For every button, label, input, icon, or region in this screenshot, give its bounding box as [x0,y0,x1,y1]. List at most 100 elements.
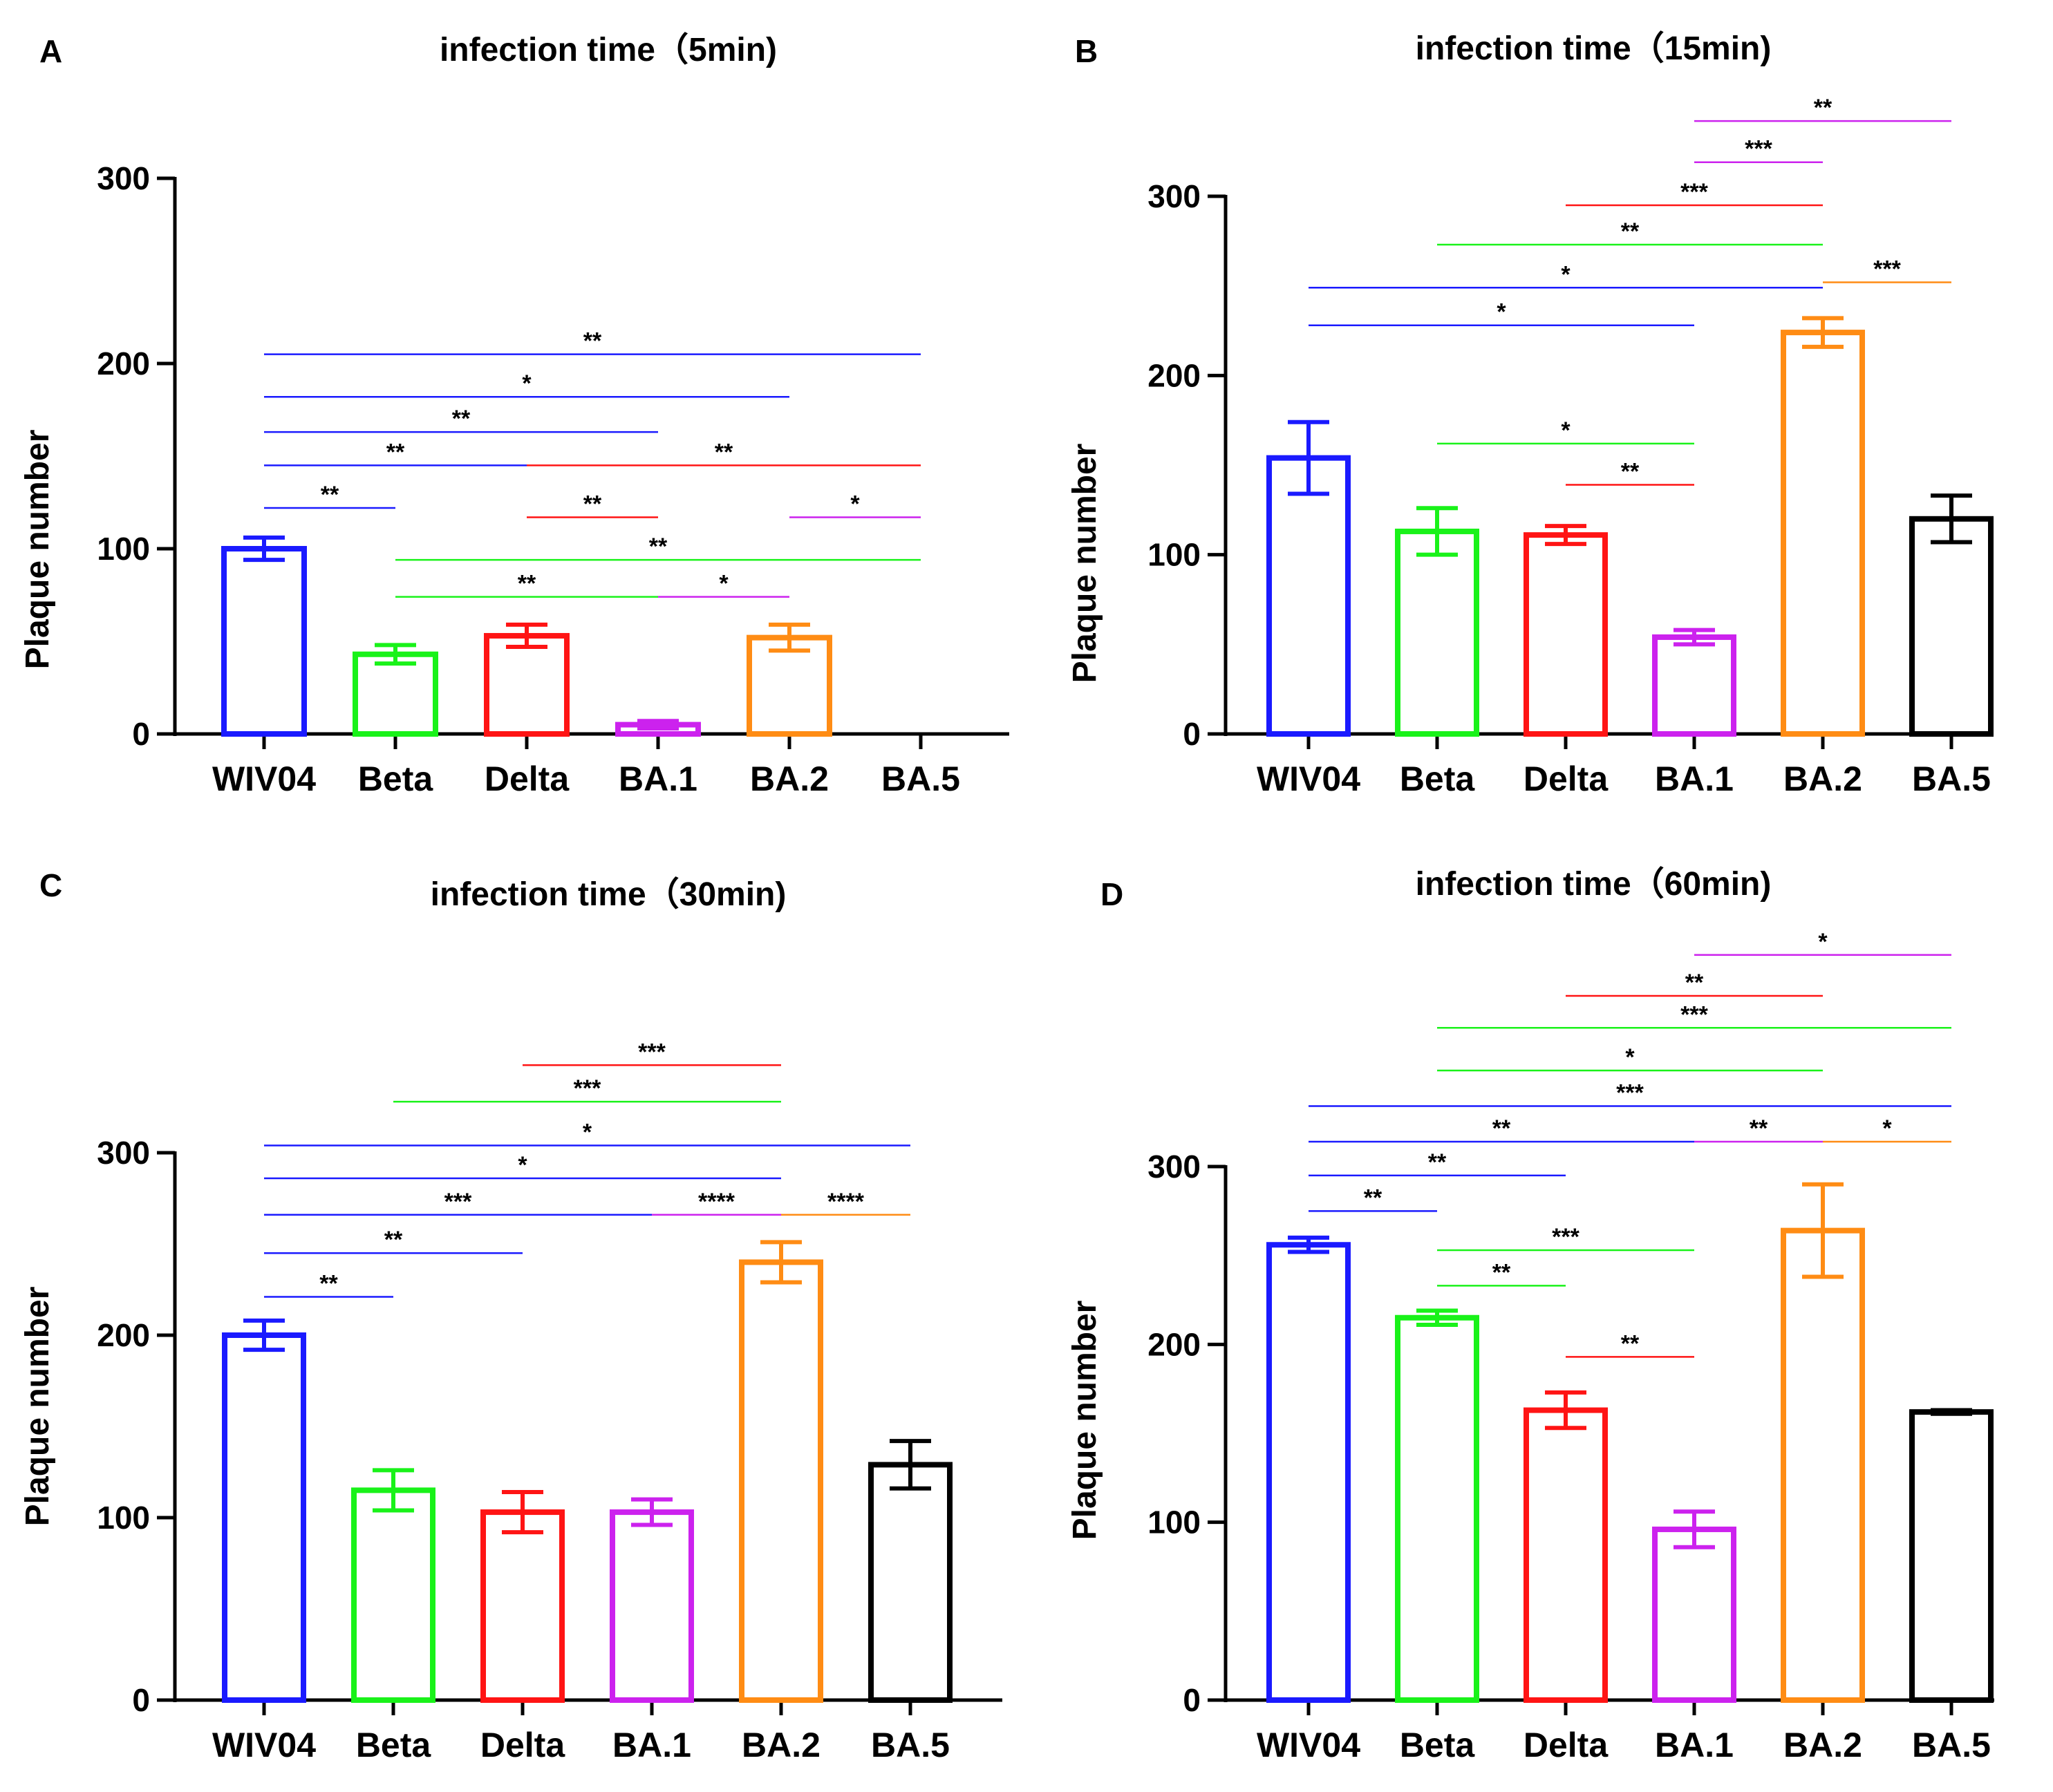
x-tick-label: WIV04 [212,1726,316,1764]
y-tick-label: 300 [97,1135,150,1171]
y-tick-label: 0 [1183,716,1201,752]
significance-label: ** [583,328,602,355]
panel-letter: D [1100,876,1123,912]
significance-label: ** [1685,970,1704,996]
y-tick-label: 300 [97,160,150,196]
bar-wiv04 [1266,455,1351,737]
x-tick-label: BA.5 [1912,760,1991,798]
significance-label: *** [638,1039,666,1065]
significance-label: ** [1621,459,1640,485]
significance-label: * [1497,299,1506,326]
significance-label: *** [1552,1224,1579,1250]
x-tick-label: Delta [1524,1726,1609,1764]
y-tick-label: 300 [1147,178,1201,214]
bar-ba1 [1652,634,1736,737]
significance-label: * [850,491,860,517]
significance-label: *** [1680,1001,1708,1028]
significance-label: * [1625,1044,1635,1071]
bar-ba5 [1909,1409,1994,1703]
y-axis-label: Plaque number [1067,444,1103,683]
x-tick-label: BA.2 [750,760,829,798]
bar-delta [1524,1407,1608,1703]
x-tick-label: WIV04 [212,760,316,798]
panel-letter: A [39,33,62,69]
significance-label: *** [574,1075,601,1102]
panel-title: infection time（5min) [440,32,777,68]
y-tick-label: 200 [1147,357,1201,393]
significance-label: * [1818,929,1828,955]
y-tick-label: 0 [132,716,150,752]
bar-beta [351,1487,435,1703]
y-axis-label: Plaque number [1067,1301,1103,1540]
significance-label: * [522,370,532,397]
bar-wiv04 [222,1332,306,1703]
x-tick-label: BA.1 [612,1726,691,1764]
significance-label: *** [1680,179,1708,205]
significance-label: *** [1616,1080,1644,1106]
bar-wiv04 [221,546,307,737]
x-tick-label: Delta [1524,760,1609,798]
significance-label: *** [1873,256,1901,282]
significance-label: **** [698,1189,735,1215]
significance-label: ** [1492,1259,1511,1285]
x-tick-label: BA.2 [1783,760,1862,798]
significance-label: ** [1364,1185,1382,1211]
y-axis-label: Plaque number [19,1287,56,1527]
x-tick-label: BA.1 [1655,1726,1734,1764]
x-tick-label: Delta [485,760,570,798]
y-tick-label: 300 [1147,1149,1201,1185]
panel-title: infection time（60min) [1416,866,1772,903]
bar-ba5 [1909,516,1994,737]
panel-letter: B [1075,33,1098,69]
significance-label: ** [1621,1330,1640,1357]
significance-label: * [719,571,729,597]
significance-label: ** [1428,1149,1447,1176]
y-tick-label: 100 [97,531,150,567]
significance-label: **** [827,1189,865,1215]
x-tick-label: BA.2 [742,1726,821,1764]
x-tick-label: BA.5 [871,1726,950,1764]
y-tick-label: 200 [1147,1326,1201,1362]
y-tick-label: 100 [1147,1505,1201,1540]
y-tick-label: 200 [97,1317,150,1353]
significance-label: * [518,1152,527,1178]
y-tick-label: 200 [97,346,150,381]
significance-label: ** [321,482,339,508]
significance-label: * [1561,261,1571,287]
y-axis-label: Plaque number [19,430,56,670]
x-tick-label: Beta [358,760,434,798]
panel-letter: C [39,867,62,903]
significance-label: ** [649,534,668,560]
panel-title: infection time（30min) [431,876,787,913]
significance-label: ** [715,439,733,465]
x-tick-label: Beta [1400,760,1476,798]
bar-delta [1524,532,1608,737]
bar-ba2 [1781,330,1865,737]
x-tick-label: BA.2 [1783,1726,1862,1764]
panel-title: infection time（15min) [1416,30,1772,67]
significance-label: ** [1750,1115,1768,1142]
bar-delta [480,1509,565,1704]
significance-label: ** [1492,1115,1511,1142]
significance-label: ** [583,491,602,517]
x-tick-label: Delta [480,1726,565,1764]
y-tick-label: 0 [132,1682,150,1718]
significance-label: ** [384,1227,403,1253]
significance-label: * [1882,1115,1892,1142]
bar-beta [353,651,438,737]
significance-label: ** [386,439,405,465]
significance-label: *** [444,1189,472,1215]
bar-beta [1395,1314,1479,1703]
x-tick-label: BA.1 [1655,760,1734,798]
significance-label: * [1561,417,1571,444]
x-tick-label: BA.5 [1912,1726,1991,1764]
significance-label: ** [1621,218,1640,245]
significance-label: ** [1814,95,1832,121]
significance-label: *** [1745,136,1772,162]
x-tick-label: Beta [356,1726,432,1764]
